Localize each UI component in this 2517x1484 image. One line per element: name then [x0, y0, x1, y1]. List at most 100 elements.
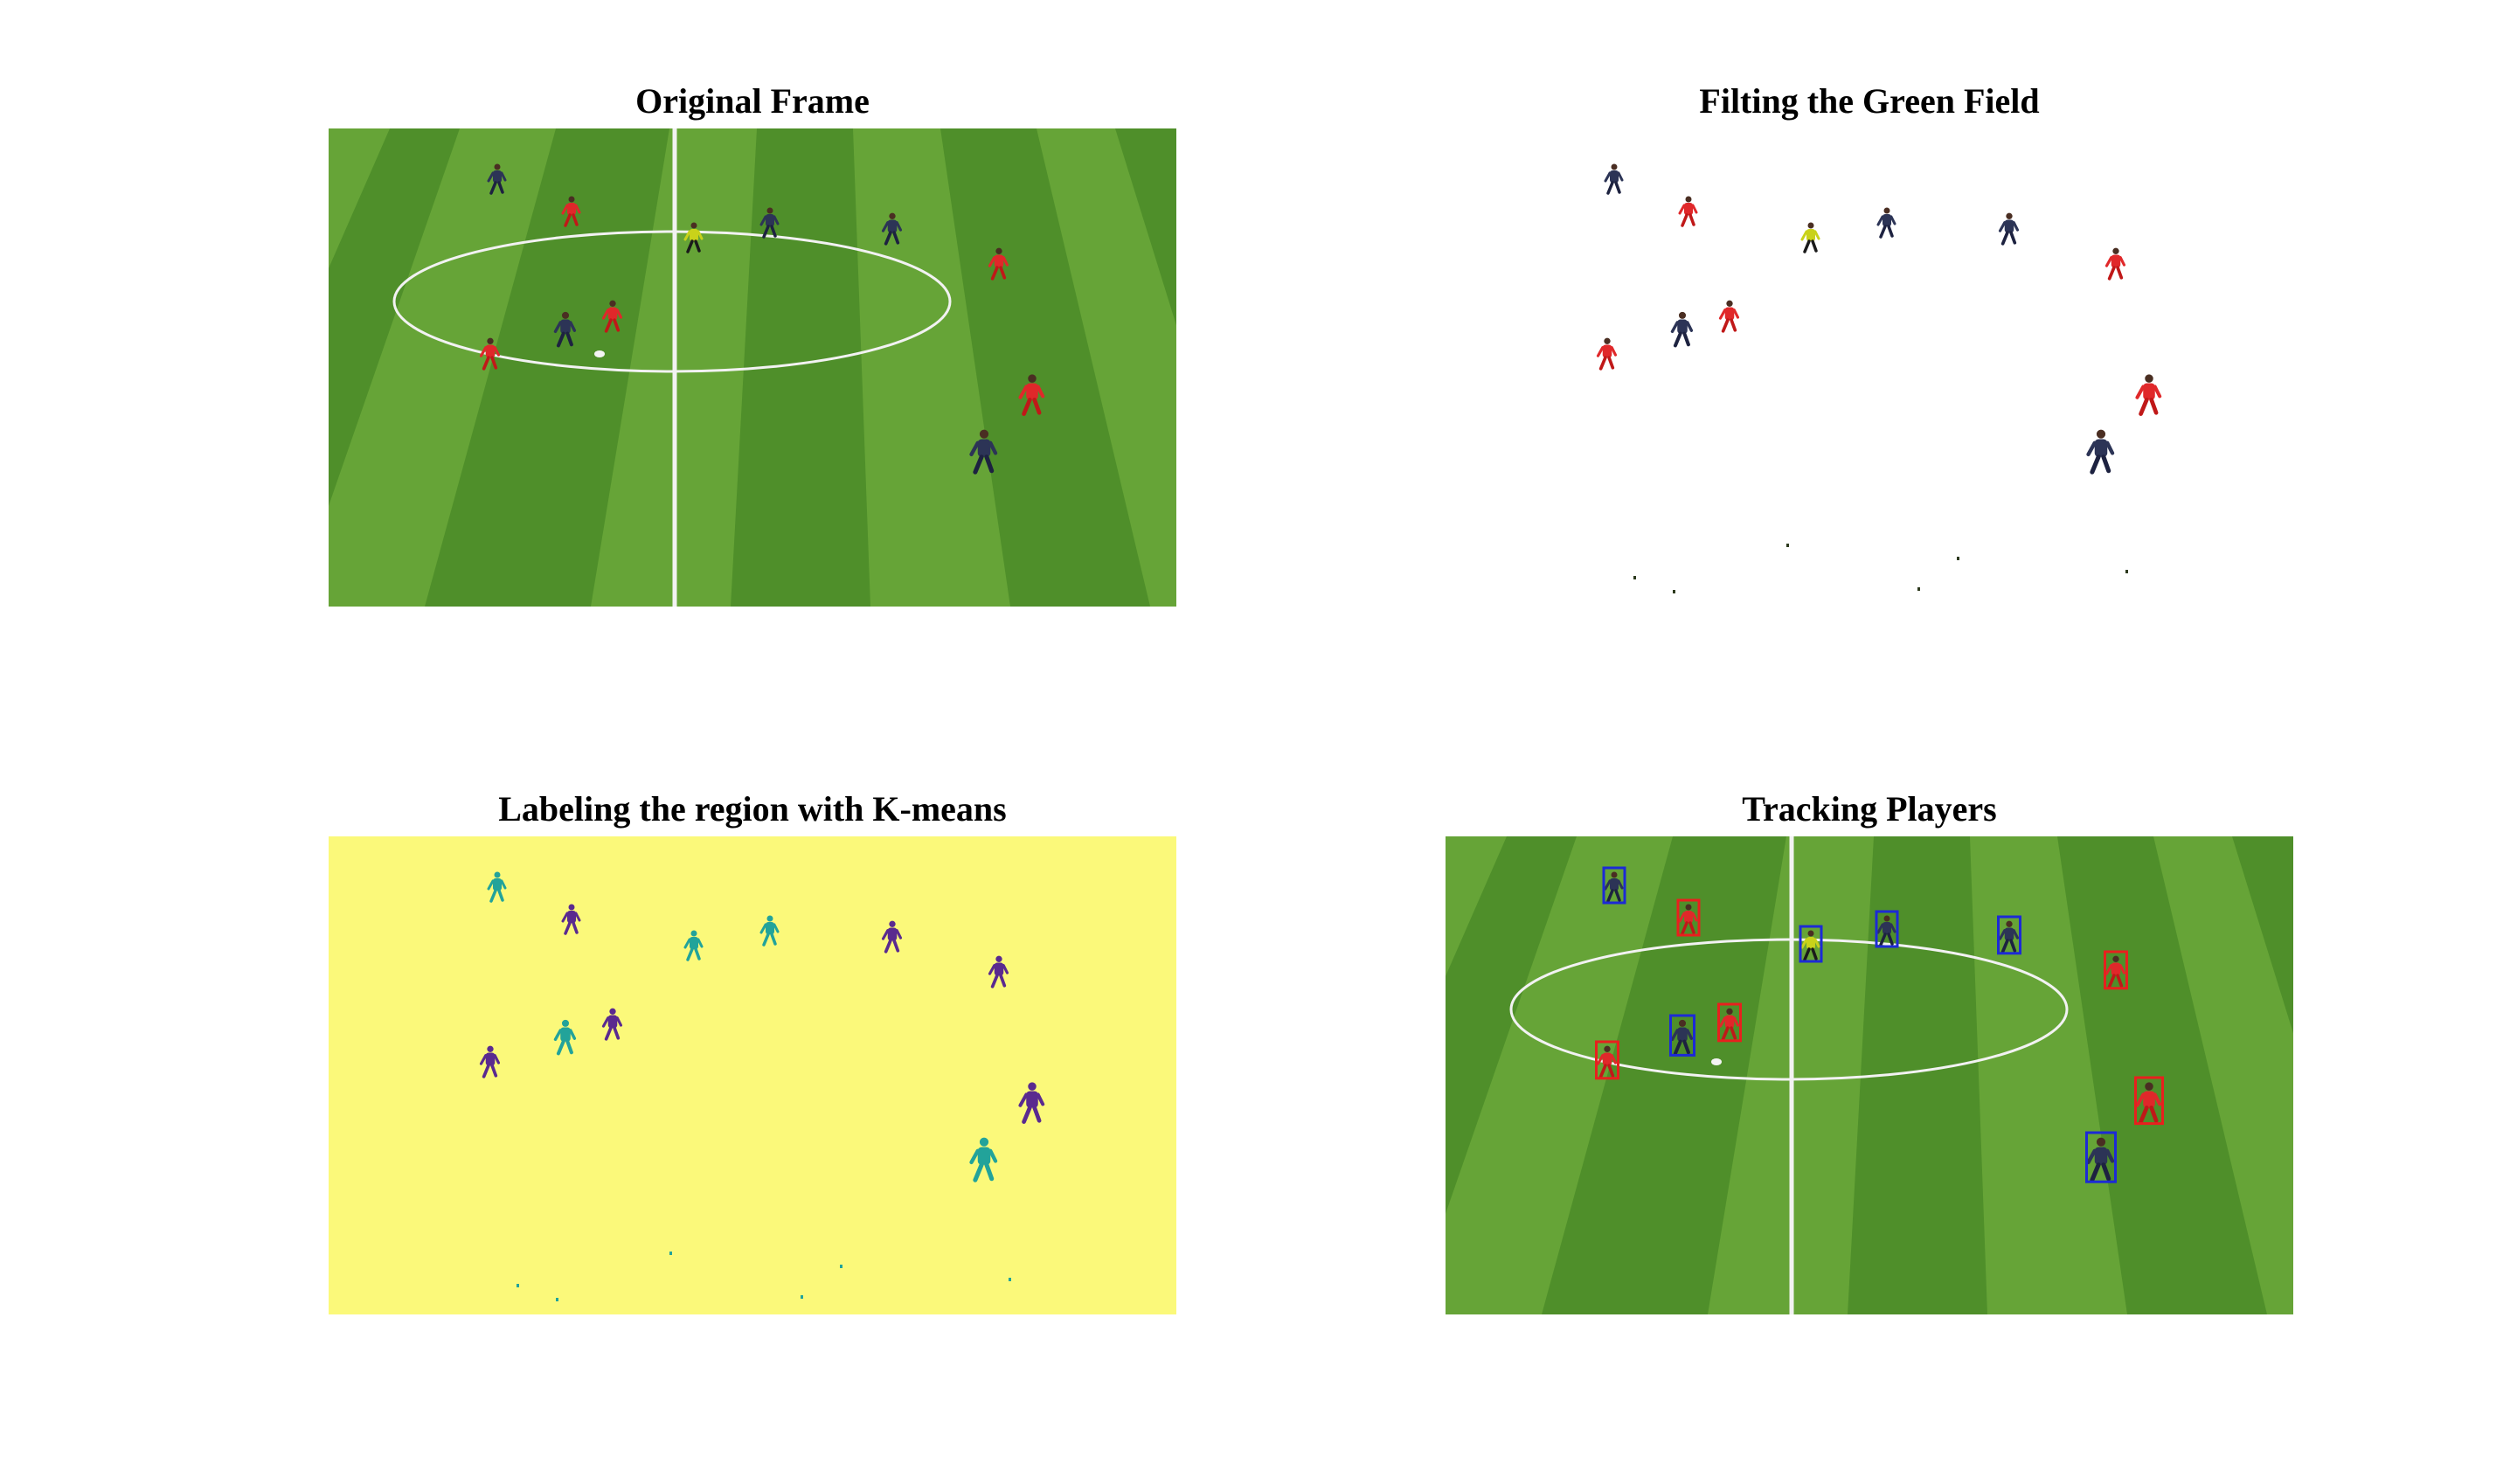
player-arm: [697, 938, 704, 948]
player-torso: [2094, 1147, 2108, 1165]
player-arm: [773, 923, 780, 933]
player-arm: [1998, 221, 2007, 232]
player-arm: [1670, 1029, 1679, 1042]
player-torso: [977, 1147, 991, 1165]
player-head: [766, 207, 773, 214]
player-torso: [766, 214, 774, 226]
player-leg: [2139, 1106, 2149, 1124]
noise-speck: [1009, 1278, 1011, 1281]
player-leg: [1688, 213, 1695, 226]
player-arm: [1813, 938, 1820, 948]
player-figure: [561, 196, 581, 227]
field-stripe: [329, 128, 390, 268]
player-arm: [569, 321, 577, 332]
player-leg: [1606, 181, 1614, 195]
player-torso: [977, 439, 991, 457]
player-leg: [1879, 225, 1887, 239]
player-arm: [2086, 1148, 2097, 1165]
player-leg: [1022, 398, 1032, 416]
player-leg: [884, 939, 892, 954]
player-arm: [1604, 171, 1612, 183]
player-figure: [2104, 955, 2126, 988]
player-arm: [895, 929, 903, 940]
player-torso: [887, 219, 898, 233]
player-leg: [1721, 318, 1730, 333]
player-leg: [973, 454, 984, 475]
player-arm: [1876, 923, 1884, 934]
player-figure: [1718, 300, 1740, 333]
player-torso: [1883, 922, 1891, 934]
player-leg: [1803, 947, 1811, 961]
player-leg: [565, 1039, 573, 1055]
player-head: [1678, 1019, 1687, 1027]
player-arm: [500, 171, 507, 182]
player-arm: [574, 912, 581, 922]
player-torso: [485, 1052, 496, 1066]
player-figure: [988, 247, 1009, 281]
player-figure: [479, 1045, 501, 1078]
player-arm: [988, 256, 996, 267]
player-leg: [2139, 398, 2149, 416]
player-arm: [2118, 256, 2126, 267]
player-arm: [1617, 171, 1624, 182]
player-leg: [2090, 454, 2101, 475]
player-arm: [1002, 256, 1009, 267]
player-head: [2145, 1082, 2153, 1091]
player-leg: [1811, 239, 1818, 253]
player-arm: [2012, 929, 2020, 940]
player-figure: [1604, 163, 1624, 195]
player-arm: [1889, 215, 1896, 225]
player-torso: [690, 229, 698, 241]
player-leg: [490, 356, 498, 370]
player-head: [1883, 207, 1890, 214]
player-head: [561, 1019, 570, 1027]
player-figure: [2086, 429, 2115, 475]
player-head: [2112, 247, 2119, 254]
player-figure: [1678, 196, 1698, 227]
player-figure: [1018, 374, 1045, 416]
noise-speck: [1633, 576, 1636, 579]
player-arm: [1718, 309, 1727, 320]
player-arm: [2105, 1148, 2115, 1163]
player-arm: [1876, 215, 1884, 226]
player-head: [494, 163, 501, 170]
player-arm: [500, 879, 507, 890]
player-torso: [2004, 219, 2014, 233]
player-leg: [1606, 889, 1614, 903]
player-figure: [487, 163, 507, 195]
player-arm: [1813, 230, 1820, 240]
player-leg: [2107, 266, 2116, 281]
player-arm: [2104, 256, 2113, 267]
player-figure: [759, 915, 780, 947]
panel-tracking-players: Tracking Players: [1446, 787, 2293, 1315]
player-arm: [1686, 321, 1694, 332]
player-leg: [564, 213, 572, 227]
panel-kmeans-labels: Labeling the region with K-means: [329, 787, 1176, 1315]
player-torso: [2143, 383, 2155, 400]
player-figure: [683, 222, 704, 253]
player-arm: [615, 309, 623, 319]
player-leg: [482, 356, 490, 371]
player-arm: [561, 912, 569, 923]
player-head: [1604, 1045, 1611, 1052]
player-head: [889, 920, 896, 927]
player-leg: [2101, 1162, 2111, 1182]
player-leg: [613, 318, 621, 332]
noise-speck: [1786, 544, 1789, 547]
panel-filtered-field: Filting the Green Field: [1446, 79, 2293, 607]
player-head: [568, 904, 575, 911]
player-head: [1807, 222, 1814, 229]
player-leg: [572, 213, 579, 226]
field-stripe: [1037, 128, 1176, 607]
player-torso: [766, 922, 774, 934]
player-arm: [1018, 385, 1029, 399]
player-arm: [574, 204, 581, 214]
frame-background: [1446, 128, 2293, 607]
player-leg: [762, 225, 770, 239]
player-leg: [1688, 921, 1695, 934]
player-leg: [565, 331, 573, 347]
player-torso: [690, 937, 698, 949]
player-figure: [1800, 930, 1820, 961]
player-torso: [607, 307, 618, 321]
player-torso: [1883, 214, 1891, 226]
